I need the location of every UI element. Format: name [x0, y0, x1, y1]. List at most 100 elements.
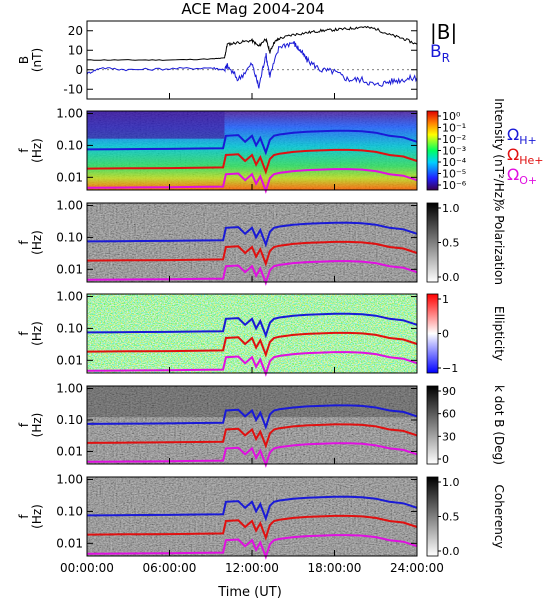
colorbar-tick-label: 1.0 [442, 476, 460, 489]
colorbar-tick-label: 0.0 [442, 271, 460, 284]
y-tick-label: 1.00 [56, 107, 83, 121]
colorbar [426, 476, 439, 557]
colorbar-tick-label: 90 [442, 385, 456, 398]
gyrofrequency-he-plus-line [86, 240, 418, 267]
y-axis-title-line: (Hz) [30, 138, 44, 163]
colorbar-tick-label: 10⁻¹ [442, 122, 466, 135]
gyrofrequency-o-plus-line [86, 260, 418, 286]
y-tick-label: 0.01 [56, 353, 83, 367]
gyrofrequency-h-plus-line [86, 312, 418, 339]
legend-omega-o-sub: O+ [519, 174, 537, 187]
x-tick-label: 00:00:00 [60, 561, 114, 575]
legend-b-total-label: |B| [430, 20, 457, 44]
colorbar-tick-label: 10⁻⁶ [442, 179, 467, 192]
legend-omega-he-sub: He+ [519, 154, 543, 167]
gyrofrequency-h-plus-line [86, 495, 418, 522]
y-tick-label: 0.10 [56, 138, 83, 152]
gyrofrequency-he-plus-line [86, 423, 418, 449]
y-tick-label: -10 [63, 82, 83, 96]
colorbar-tick-label: 10⁻² [442, 133, 466, 146]
colorbar-label: % Polarization [492, 200, 506, 285]
gyrofrequency-h-plus-line [86, 129, 418, 156]
y-tick-label: 1.00 [56, 473, 83, 487]
y-axis-title: f(Hz) [17, 321, 44, 346]
y-tick-label: 0.10 [56, 413, 83, 427]
magnetic-field-panel: -10 0 10 20 B(nT) [17, 20, 418, 100]
coherency-spectrogram-panel: 1.00 0.10 0.01 f(Hz) 1.0 0.5 0.0 Coherency 00:00… [17, 473, 506, 575]
y-axis-title-line: (nT) [30, 48, 44, 72]
gyrofrequency-he-plus-line [86, 331, 418, 358]
colorbar [426, 385, 439, 465]
k-dot-b-spectrogram-panel: 1.00 0.10 0.01 f(Hz) 90 60 30 0 k dot B (Deg) [17, 381, 506, 468]
y-axis-title-line: (Hz) [30, 504, 44, 529]
y-axis-title: f(Hz) [17, 413, 44, 438]
colorbar-tick-label: 10⁰ [442, 110, 461, 123]
legend-omega-h: Ω [507, 125, 519, 144]
svg-text:ΩHe+: ΩHe+ [507, 145, 544, 167]
y-tick-label: 10 [68, 43, 83, 57]
y-axis-title: f(Hz) [17, 504, 44, 529]
y-axis-title-line: B [17, 56, 31, 64]
y-axis-title-line: f [17, 240, 31, 245]
legend-b-radial: BR [430, 42, 450, 65]
gyrofrequency-o-plus-line [86, 168, 418, 194]
intensity-spectrogram-panel: 1.00 0.10 0.01 f(Hz) 10⁰10⁻¹10⁻²10⁻³10⁻⁴10⁻⁵… [17, 98, 506, 203]
y-tick-label: 0.01 [56, 536, 83, 550]
gyrofrequency-o-plus-line [86, 442, 418, 468]
polarization-spectrogram-panel: 1.00 0.10 0.01 f(Hz) 1.0 0.5 0.0 % Polarization [17, 199, 506, 286]
y-tick-label: 20 [68, 24, 83, 38]
colorbar [426, 293, 439, 374]
colorbar-label: k dot B (Deg) [492, 385, 506, 465]
x-axis-title: Time (UT) [217, 585, 282, 600]
gyrofrequency-h-plus-line [86, 404, 418, 430]
colorbar-label: Ellipticity [492, 306, 506, 361]
colorbar-label: Coherency [492, 484, 506, 548]
series-line-b-radial [86, 41, 418, 89]
legend-b-total: |B| [430, 20, 457, 44]
ellipticity-spectrogram-panel: 1.00 0.10 0.01 f(Hz) 1 0 −1 Ellipticity [17, 290, 506, 377]
svg-text:BR: BR [430, 42, 450, 65]
y-tick-label: 0.01 [56, 170, 83, 184]
x-tick-label: 18:00:00 [308, 561, 362, 575]
y-axis-title-line: f [17, 514, 31, 519]
y-axis-title: f(Hz) [17, 138, 44, 163]
gyrofrequency-he-plus-line [86, 514, 418, 541]
colorbar-tick-label: 60 [442, 408, 456, 421]
legend-b-radial-label: B [430, 42, 442, 62]
colorbar-tick-label: 1.0 [442, 202, 460, 215]
colorbar-tick-label: −1 [442, 362, 458, 375]
colorbar-tick-label: 10⁻⁴ [442, 156, 467, 169]
colorbar-tick-label: 0.5 [442, 511, 460, 524]
colorbar [426, 110, 439, 191]
y-axis-title-line: (Hz) [30, 413, 44, 438]
y-axis-title-line: f [17, 422, 31, 427]
y-axis-title: B(nT) [17, 48, 44, 72]
colorbar-tick-label: 0 [442, 328, 449, 341]
y-axis-title-line: f [17, 331, 31, 336]
svg-text:ΩO+: ΩO+ [507, 165, 537, 187]
gyrofrequency-h-plus-line [86, 221, 418, 248]
legend-b-radial-sub: R [442, 51, 450, 65]
colorbar-tick-label: 10⁻⁵ [442, 168, 466, 181]
colorbar-tick-label: 1 [442, 293, 449, 306]
y-tick-label: 1.00 [56, 199, 83, 213]
gyrofrequency-o-plus-line [86, 534, 418, 560]
gyrofrequency-o-plus-line [86, 351, 418, 377]
colorbar-tick-label: 0.5 [442, 237, 460, 250]
legend-omega-he: Ω [507, 145, 519, 164]
y-axis-title: f(Hz) [17, 230, 44, 255]
colorbar-label: Intensity (nT²/Hz) [492, 98, 506, 203]
y-tick-label: 0.01 [56, 262, 83, 276]
colorbar-tick-label: 30 [442, 430, 456, 443]
y-tick-label: 0.10 [56, 504, 83, 518]
legend-gyrofrequency: ΩH+ ΩHe+ ΩO+ [507, 125, 544, 187]
colorbar-tick-label: 0 [442, 453, 449, 466]
x-tick-label: 24:00:00 [390, 561, 444, 575]
chart-title: ACE Mag 2004-204 [181, 0, 324, 18]
y-axis-title-line: f [17, 148, 31, 153]
x-tick-label: 06:00:00 [143, 561, 197, 575]
legend-omega-o: Ω [507, 165, 519, 184]
legend-omega-h-sub: H+ [519, 134, 537, 147]
y-axis-title-line: (Hz) [30, 230, 44, 255]
